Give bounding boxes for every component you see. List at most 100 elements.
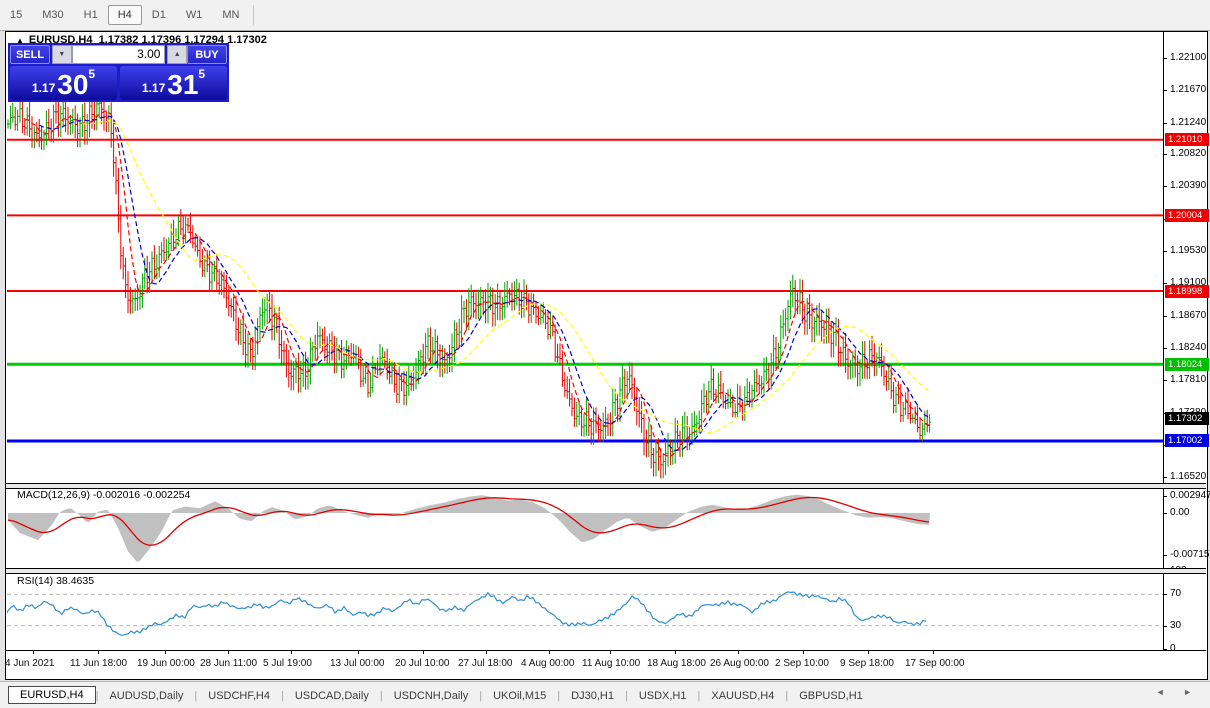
timeframe-button-w1[interactable]: W1 xyxy=(185,9,203,21)
tab-separator: | xyxy=(379,689,383,702)
toolbar-separator xyxy=(253,5,255,25)
price-axis-label: 1.21240 xyxy=(1170,116,1207,128)
time-axis-label: 19 Jun 00:00 xyxy=(137,658,195,669)
price-level-badge: 1.20004 xyxy=(1165,208,1209,222)
price-axis[interactable]: 1.221001.216701.212401.208201.203901.199… xyxy=(1164,32,1210,677)
rsi-axis-label: 70 xyxy=(1170,588,1182,600)
axis-tick xyxy=(1164,57,1167,59)
chart-tab-audusd-daily[interactable]: AUDUSD,Daily xyxy=(109,689,184,702)
sell-price-prefix: 1.17 xyxy=(31,81,56,95)
one-click-trading-widget: SELL ▼ 3.00 ▲ BUY 1.17 30 5 1.17 31 5 xyxy=(8,43,229,102)
time-axis-tick xyxy=(610,650,611,654)
time-axis-label: 2 Sep 10:00 xyxy=(775,658,829,669)
timeframe-button-m30[interactable]: M30 xyxy=(42,9,64,21)
axis-tick xyxy=(1164,186,1167,188)
price-axis-label: 1.19530 xyxy=(1170,245,1207,257)
time-axis-tick xyxy=(291,650,292,654)
price-axis-label: 1.19100 xyxy=(1170,277,1207,289)
price-axis-label: 1.16520 xyxy=(1170,471,1207,483)
tab-separator: | xyxy=(557,689,561,702)
buy-price-main: 31 xyxy=(167,69,199,100)
time-axis-line xyxy=(6,650,1206,651)
buy-button[interactable]: BUY xyxy=(186,45,227,64)
rsi-panel-separator[interactable] xyxy=(6,568,1206,574)
time-axis-label: 9 Sep 18:00 xyxy=(840,658,894,669)
sell-button[interactable]: SELL xyxy=(10,45,51,64)
tab-separator: | xyxy=(95,689,99,702)
price-level-badge: 1.17002 xyxy=(1165,434,1209,448)
chart-tab-usdcad-daily[interactable]: USDCAD,Daily xyxy=(294,689,369,702)
chart-plot-area[interactable] xyxy=(7,32,1163,677)
axis-tick xyxy=(1164,594,1167,596)
time-axis-tick xyxy=(98,650,99,654)
macd-axis-label: -0.007153 xyxy=(1170,549,1210,561)
price-axis-label: 1.18240 xyxy=(1170,341,1207,353)
tab-separator: | xyxy=(281,689,284,702)
axis-tick xyxy=(1164,154,1167,156)
time-axis-tick xyxy=(675,650,676,654)
sell-price-box[interactable]: 1.17 30 5 xyxy=(10,66,117,100)
volume-decrease-button[interactable]: ▼ xyxy=(52,45,72,64)
price-axis-label: 1.22100 xyxy=(1170,51,1207,63)
time-axis-tick xyxy=(486,650,487,654)
tab-separator: | xyxy=(624,689,628,702)
macd-panel-separator[interactable] xyxy=(6,483,1206,489)
sell-price-pipette: 5 xyxy=(88,67,96,81)
axis-tick xyxy=(1164,477,1167,479)
time-axis-tick xyxy=(228,650,229,654)
price-level-badge: 1.17302 xyxy=(1165,411,1209,425)
price-axis-label: 1.17810 xyxy=(1170,374,1207,386)
timeframe-button-15[interactable]: 15 xyxy=(10,9,23,21)
time-axis-tick xyxy=(549,650,550,654)
chart-tab-ukoil-m15[interactable]: UKOil,M15 xyxy=(493,689,547,702)
time-axis-tick xyxy=(358,650,359,654)
time-axis-label: 4 Aug 00:00 xyxy=(521,658,575,669)
price-axis-label: 1.18670 xyxy=(1170,309,1207,321)
time-axis-tick xyxy=(803,650,804,654)
chart-tab-eurusd-h4[interactable]: EURUSD,H4 xyxy=(8,685,96,704)
tab-separator: | xyxy=(785,689,789,702)
time-axis-label: 13 Jul 00:00 xyxy=(330,658,385,669)
time-axis-tick xyxy=(165,650,166,654)
collapse-chart-icon[interactable]: ▲ xyxy=(16,36,24,45)
timeframe-button-mn[interactable]: MN xyxy=(222,9,240,21)
price-axis-label: 1.20820 xyxy=(1170,148,1207,160)
time-axis-tick xyxy=(33,650,34,654)
chart-tab-bar: EURUSD,H4 | AUDUSD,Daily | USDCHF,H4 | USDCAD,… xyxy=(0,681,1210,708)
chart-tab-usdx-h1[interactable]: USDX,H1 xyxy=(638,689,687,702)
time-axis-tick xyxy=(738,650,739,654)
price-axis-label: 1.20390 xyxy=(1170,180,1207,192)
tab-separator: | xyxy=(479,689,483,702)
axis-tick xyxy=(1164,283,1167,285)
timeframe-toolbar: 15 M30 H1 H4 D1 W1 MN xyxy=(0,0,1210,31)
rsi-axis-label: 30 xyxy=(1170,619,1182,631)
volume-input[interactable]: 3.00 xyxy=(71,45,166,64)
time-axis-tick xyxy=(423,650,424,654)
timeframe-button-d1[interactable]: D1 xyxy=(151,9,166,21)
price-axis-line xyxy=(1163,32,1164,650)
price-level-badge: 1.18024 xyxy=(1165,357,1209,371)
timeframe-button-h1[interactable]: H1 xyxy=(83,9,98,21)
price-level-badge: 1.21010 xyxy=(1165,133,1209,147)
time-axis-label: 4 Jun 2021 xyxy=(5,658,55,669)
tab-scroll-left-icon[interactable]: ◄ xyxy=(1155,687,1173,697)
chart-tab-dj30-h1[interactable]: DJ30,H1 xyxy=(571,689,614,702)
axis-tick xyxy=(1164,315,1167,317)
axis-tick xyxy=(1164,649,1167,650)
macd-label: MACD(12,26,9) -0.002016 -0.002254 xyxy=(17,489,191,501)
tab-separator: | xyxy=(697,689,701,702)
rsi-label: RSI(14) 38.4635 xyxy=(17,575,95,587)
tab-scroll-right-icon[interactable]: ► xyxy=(1183,687,1200,697)
axis-tick xyxy=(1164,380,1167,382)
axis-tick xyxy=(1164,90,1167,92)
chart-tab-xauusd-h4[interactable]: XAUUSD,H4 xyxy=(711,689,775,702)
buy-price-prefix: 1.17 xyxy=(141,81,166,95)
chart-tab-usdcnh-daily[interactable]: USDCNH,Daily xyxy=(393,689,469,702)
chart-tab-usdchf-h4[interactable]: USDCHF,H4 xyxy=(208,689,270,702)
buy-price-box[interactable]: 1.17 31 5 xyxy=(120,66,227,100)
volume-increase-button[interactable]: ▲ xyxy=(167,45,187,64)
chart-tab-gbpusd-h1[interactable]: GBPUSD,H1 xyxy=(799,689,863,702)
time-axis-tick xyxy=(933,650,934,654)
timeframe-button-h4[interactable]: H4 xyxy=(107,5,142,25)
